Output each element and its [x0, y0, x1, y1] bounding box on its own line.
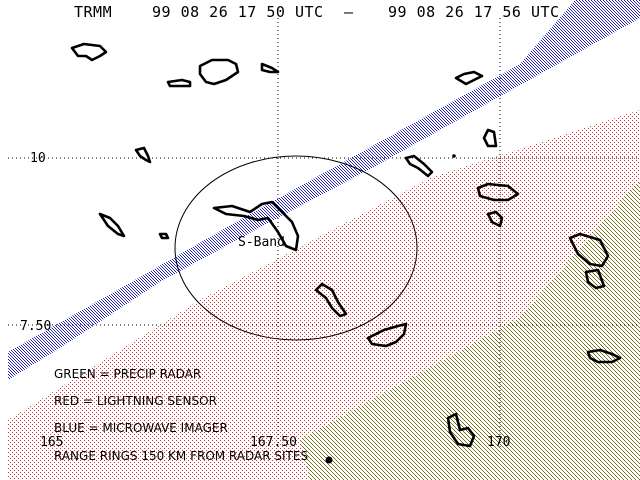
lon-label-170: 170	[487, 435, 510, 450]
island-outline	[486, 210, 504, 228]
pass-end-time: 99 08 26 17 56 UTC	[388, 3, 560, 21]
island-outline	[584, 268, 606, 290]
island-outline	[568, 232, 610, 268]
island-outline	[98, 212, 126, 238]
island-outline	[446, 412, 476, 448]
island-outline	[212, 200, 300, 252]
islands	[70, 42, 622, 464]
island-outline	[482, 128, 498, 148]
precip-radar-swath	[300, 180, 640, 480]
island-outline	[260, 62, 280, 74]
legend: GREEN = PRECIP RADAR RED = LIGHTNING SEN…	[54, 367, 308, 463]
legend-precip-radar: GREEN = PRECIP RADAR	[54, 367, 201, 381]
island-outline	[158, 232, 170, 240]
satellite-name: TRMM	[74, 3, 112, 21]
island-outline	[198, 58, 240, 86]
island-outline	[404, 154, 434, 178]
island-outline	[70, 42, 108, 62]
island-dot	[452, 154, 456, 158]
lon-label-167-50: 167.50	[250, 435, 297, 450]
lat-label-10: 10	[30, 151, 46, 166]
legend-range-rings: RANGE RINGS 150 KM FROM RADAR SITES	[54, 449, 308, 463]
island-outline	[366, 322, 408, 348]
radar-site-label: S-Band	[238, 235, 285, 250]
microwave-imager-swath	[8, 0, 640, 380]
range-ring	[174, 155, 418, 341]
island-outline	[314, 282, 348, 318]
lon-label-165: 165	[40, 435, 63, 450]
island-dot	[325, 456, 333, 464]
legend-microwave-imager: BLUE = MICROWAVE IMAGER	[54, 421, 228, 435]
island-outline	[586, 348, 622, 364]
pass-start-time: 99 08 26 17 50 UTC	[152, 3, 324, 21]
island-outline	[454, 70, 484, 86]
legend-lightning-sensor: RED = LIGHTNING SENSOR	[54, 394, 217, 408]
island-outline	[476, 182, 520, 202]
lat-label-7-50: 7.50	[20, 319, 51, 334]
time-separator: –	[344, 3, 354, 21]
island-outline	[166, 78, 192, 88]
island-outline	[134, 146, 152, 164]
